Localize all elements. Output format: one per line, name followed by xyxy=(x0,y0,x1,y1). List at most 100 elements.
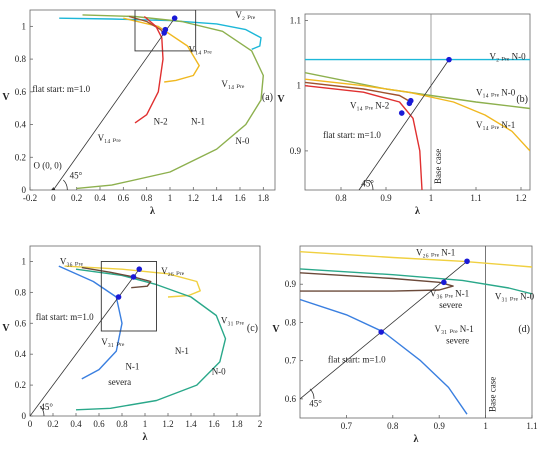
annotation-label: N-0 xyxy=(235,136,249,146)
annotation-label: 45° xyxy=(309,399,322,409)
y-tick-label: 1 xyxy=(22,256,27,266)
flat-start-line xyxy=(358,59,450,190)
annotation-label: V₁₄ ₚᵣₑ xyxy=(221,79,245,89)
x-axis-label: λ xyxy=(414,434,419,445)
series-line xyxy=(300,251,532,268)
x-tick-label: 0.8 xyxy=(141,193,153,203)
plot-area xyxy=(305,14,530,190)
series-line xyxy=(305,81,412,103)
plot-area xyxy=(300,246,532,418)
x-tick-label: 0.6 xyxy=(93,419,105,429)
x-tick-label: 1.2 xyxy=(188,193,199,203)
y-tick-label: 0.6 xyxy=(285,394,297,404)
series-line xyxy=(134,15,164,124)
annotation-label: N-1 xyxy=(125,362,139,372)
annotation-label: V₂ ₚᵣₑ N-0 xyxy=(490,52,527,62)
annotation-label: N-2 xyxy=(154,117,168,127)
x-tick-label: 0.6 xyxy=(118,193,130,203)
y-tick-label: 0.4 xyxy=(15,120,27,130)
y-tick-label: 0 xyxy=(22,185,27,195)
annotation-label: 45° xyxy=(361,179,374,189)
x-tick-label: 1.6 xyxy=(234,193,246,203)
annotation-label: flat start: m=1.0 xyxy=(323,130,381,140)
x-tick-label: 0.4 xyxy=(70,419,82,429)
x-axis-label: λ xyxy=(150,206,155,217)
y-axis-label: V xyxy=(272,324,280,335)
annotation-label: O (0, 0) xyxy=(34,161,62,171)
operating-point-marker xyxy=(398,110,405,116)
plot-frame xyxy=(304,13,531,191)
y-tick-label: 0.9 xyxy=(285,279,297,289)
x-tick-label: 0 xyxy=(51,193,56,203)
panel-label: (a) xyxy=(262,92,273,103)
y-tick-label: 0.2 xyxy=(15,152,26,162)
panel-label: (d) xyxy=(518,324,530,335)
zoom-box xyxy=(100,261,157,332)
series-line xyxy=(300,298,468,415)
annotation-label: V₁₄ ₚᵣₑ xyxy=(189,45,213,55)
x-tick-label: 0.7 xyxy=(341,421,353,431)
x-tick-label: 0.8 xyxy=(116,419,128,429)
series-line xyxy=(305,85,423,190)
operating-point-marker xyxy=(115,294,122,300)
x-tick-label: 1.8 xyxy=(231,419,243,429)
annotation-label: V₂₆ ₚᵣₑ N-1 xyxy=(416,248,455,258)
y-tick-label: 0.8 xyxy=(15,287,27,297)
x-tick-label: 1.4 xyxy=(211,193,223,203)
base-case-label: Base case xyxy=(433,149,443,184)
x-tick-label: 0.9 xyxy=(380,193,392,203)
annotation-label: N-1 xyxy=(175,346,189,356)
annotation-label: flat start: m=1.0 xyxy=(36,312,94,322)
flat-start-line xyxy=(30,268,140,416)
series-line xyxy=(76,14,264,190)
y-tick-label: 1 xyxy=(297,81,302,91)
x-axis-label: λ xyxy=(415,206,420,217)
x-tick-label: 1.2 xyxy=(515,193,526,203)
y-axis-label: V xyxy=(2,323,10,334)
annotation-label: V₁₄ ₚᵣₑ N-0 xyxy=(476,87,516,97)
angle-arc xyxy=(63,179,68,190)
y-tick-label: 0.6 xyxy=(15,87,27,97)
zoom-box xyxy=(134,10,197,52)
y-tick-label: 0.9 xyxy=(290,146,302,156)
y-axis-label: V xyxy=(277,94,285,105)
x-axis-label: λ xyxy=(143,432,148,443)
y-tick-label: 0.8 xyxy=(285,317,297,327)
annotation-label: flat start: m=1.0 xyxy=(328,355,386,365)
x-tick-label: 0 xyxy=(28,419,33,429)
x-tick-label: 0.8 xyxy=(387,421,399,431)
annotation-label: V₃₆ ₚᵣₑ N-1 xyxy=(430,288,469,298)
operating-point-marker xyxy=(378,329,385,335)
series-line xyxy=(81,266,152,289)
x-tick-label: 1.1 xyxy=(470,193,481,203)
series-line xyxy=(305,72,530,110)
x-tick-label: 0.9 xyxy=(434,421,446,431)
series-line xyxy=(300,272,454,292)
x-tick-label: 1.2 xyxy=(162,419,173,429)
x-tick-label: 1.1 xyxy=(526,421,537,431)
plot-frame xyxy=(299,245,533,419)
annotation-label: N-0 xyxy=(212,366,226,376)
y-tick-label: 0.8 xyxy=(15,54,27,64)
base-case-label: Base case xyxy=(488,377,498,412)
annotation-label: N-1 xyxy=(191,117,205,127)
annotation-label: V₃₁ ₚᵣₑ xyxy=(101,337,125,347)
x-tick-label: 1 xyxy=(429,193,434,203)
annotation-label: V₁₄ ₚᵣₑ xyxy=(98,133,122,143)
series-line xyxy=(123,17,200,83)
annotation-label: V₁₄ ₚᵣₑ N-2 xyxy=(350,101,389,111)
plot-area xyxy=(30,261,227,416)
chart-panel-b: 0.8 0.9 1 1.1 1.2 0.9 1 1.1 λ V (b) Base case V₂ ₚᵣₑ… xyxy=(277,13,531,217)
y-tick-label: 1.1 xyxy=(290,16,301,26)
annotation-label: V₃₆ ₚᵣₑ xyxy=(60,257,84,267)
x-tick-label: 1.8 xyxy=(258,193,270,203)
series-line xyxy=(58,265,123,380)
x-tick-label: 0.4 xyxy=(94,193,106,203)
y-tick-label: 0.4 xyxy=(15,349,27,359)
annotation-label: V₃₁ ₚᵣₑ N-1 xyxy=(435,324,474,334)
x-tick-label: 1 xyxy=(143,419,148,429)
annotation-label: V₁₄ ₚᵣₑ N-1 xyxy=(476,120,515,130)
series-line xyxy=(75,268,227,411)
chart-panel-c: 0 0.2 0.4 0.6 0.8 1 1.2 1.4 1.6 1.8 2 0 0.2 0.4 0.6 0.8… xyxy=(2,245,262,443)
